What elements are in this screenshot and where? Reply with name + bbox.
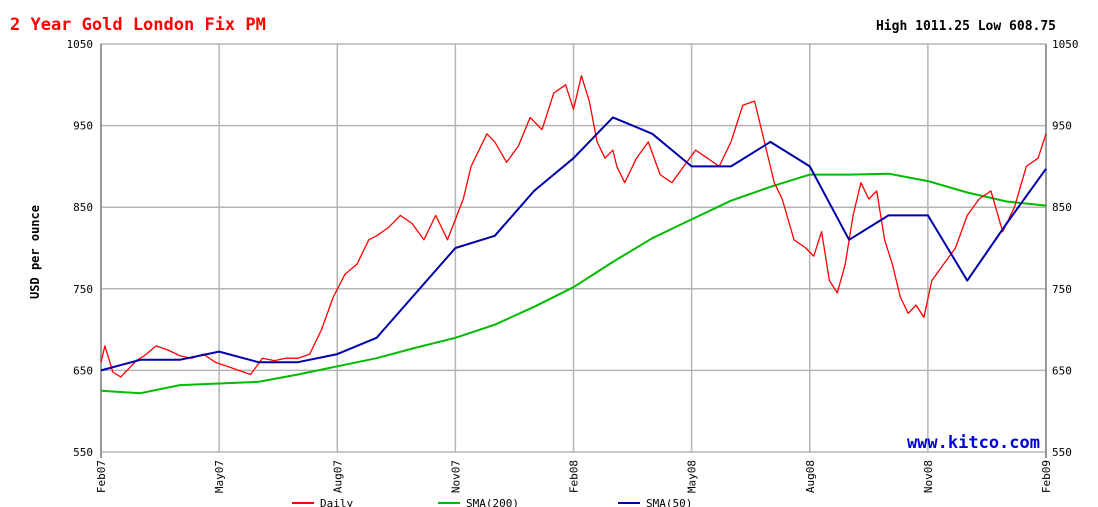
y-tick-label-right: 750 (1052, 283, 1072, 296)
y-tick-label-right: 550 (1052, 446, 1072, 459)
x-tick-label: Feb07 (95, 460, 108, 493)
x-tick-label: Feb08 (568, 460, 581, 493)
legend-label: Daily (320, 497, 353, 507)
y-ticks-left: 1050 950 850 750 650 550 (67, 38, 94, 459)
legend-label: SMA(200) (466, 497, 519, 507)
x-tick-label: May07 (213, 460, 226, 493)
plot-frame (100, 44, 1047, 458)
x-ticks: Feb07 May07 Aug07 Nov07 Feb08 May08 Aug08 Nov08… (95, 460, 1053, 493)
x-tick-label: Feb09 (1040, 460, 1053, 493)
x-tick-label: Aug07 (331, 460, 344, 493)
x-tick-label: Nov07 (449, 460, 462, 493)
y-tick-label-left: 550 (73, 446, 93, 459)
high-low-readout: High 1011.25 Low 608.75 (876, 19, 1056, 34)
x-tick-label: Nov08 (922, 460, 935, 493)
y-tick-label-right: 850 (1052, 201, 1072, 214)
y-axis-label: USD per ounce (28, 205, 42, 299)
series-line-sma-50 (100, 116, 1047, 372)
legend: Daily SMA(200) SMA(50) (292, 497, 692, 507)
y-tick-label-left: 650 (73, 364, 93, 377)
legend-label: SMA(50) (646, 497, 692, 507)
y-tick-label-left: 1050 (67, 38, 94, 51)
x-tick-label: Aug08 (804, 460, 817, 493)
watermark: www.kitco.com (907, 433, 1040, 453)
y-tick-label-left: 750 (73, 283, 93, 296)
chart-title: 2 Year Gold London Fix PM (10, 15, 266, 35)
y-tick-label-right: 1050 (1052, 38, 1079, 51)
series-lines (100, 75, 1047, 395)
x-tick-label: May08 (686, 460, 699, 493)
grid-lines (100, 43, 1047, 453)
y-tick-label-right: 950 (1052, 120, 1072, 133)
series-line-sma-200 (100, 172, 1047, 395)
y-tick-label-left: 850 (73, 201, 93, 214)
series-line-daily (100, 75, 1047, 378)
y-tick-label-left: 950 (73, 120, 93, 133)
y-tick-label-right: 650 (1052, 364, 1072, 377)
y-ticks-right: 1050 950 850 750 650 550 (1052, 38, 1079, 459)
